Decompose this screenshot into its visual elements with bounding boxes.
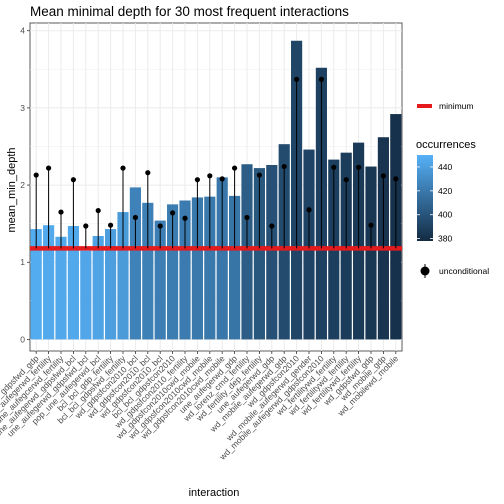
y-tick-label: 3	[20, 103, 25, 113]
unconditional-point	[194, 177, 200, 183]
unconditional-point	[70, 177, 76, 183]
bar	[191, 197, 203, 340]
bar	[67, 225, 79, 340]
bar	[129, 187, 141, 340]
unconditional-point	[356, 164, 362, 170]
unconditional-point	[58, 209, 64, 215]
unconditional-point	[380, 173, 386, 179]
chart-title: Mean minimal depth for 30 most frequent …	[30, 4, 349, 19]
unconditional-point	[306, 207, 312, 213]
y-tick-label: 2	[20, 180, 25, 190]
unconditional-point	[269, 223, 275, 229]
legend-tick-label: 380	[438, 234, 452, 244]
unconditional-point	[343, 177, 349, 183]
legend-occurrences-title: occurrences	[416, 139, 476, 151]
bar	[216, 177, 228, 340]
legend-tick-label: 420	[438, 186, 452, 196]
legend-colorbar	[417, 155, 433, 241]
bar	[179, 200, 191, 340]
bar	[43, 225, 55, 340]
y-tick-label: 4	[20, 26, 25, 36]
unconditional-point	[120, 165, 126, 171]
x-axis-label: interaction	[189, 487, 240, 499]
legend-minimum-label: minimum	[439, 101, 473, 111]
unconditional-point	[182, 215, 188, 221]
unconditional-point	[219, 176, 225, 182]
bar	[30, 229, 42, 340]
unconditional-point	[170, 210, 176, 216]
bar	[80, 250, 92, 340]
legend-tick-label: 400	[438, 210, 452, 220]
unconditional-point	[207, 173, 213, 179]
unconditional-point	[232, 165, 238, 171]
bar	[154, 220, 166, 340]
unconditional-point	[244, 214, 250, 221]
bar	[167, 204, 179, 340]
unconditional-point	[393, 176, 399, 182]
legend-tick-label: 440	[438, 162, 452, 172]
unconditional-point	[294, 76, 300, 82]
unconditional-point	[281, 163, 287, 170]
x-axis: pop_gdpsfwd_gdpune_aufegerwd_fertilityun…	[0, 351, 400, 462]
bar	[117, 212, 129, 340]
bar	[55, 236, 67, 340]
legend: minimum occurrences 440 420 400 380 uncondi…	[416, 101, 489, 278]
bar	[365, 166, 377, 340]
bar	[92, 236, 104, 340]
bar	[142, 202, 154, 340]
unconditional-point	[157, 223, 163, 229]
y-axis: 0 1 2 3 4	[20, 26, 30, 344]
unconditional-point	[95, 207, 101, 214]
bar	[253, 168, 265, 340]
unconditional-point	[256, 172, 262, 178]
unconditional-point	[318, 76, 324, 82]
bar	[266, 165, 278, 340]
bar	[241, 164, 253, 340]
unconditional-point	[331, 164, 337, 170]
legend-unconditional-label: unconditional	[439, 266, 489, 276]
unconditional-point	[83, 223, 89, 229]
unconditional-point	[368, 222, 374, 228]
unconditional-segments	[33, 76, 399, 249]
y-tick-label: 1	[20, 257, 25, 267]
legend-colorbar-ticks: 440 420 400 380	[417, 162, 452, 244]
unconditional-point	[46, 165, 52, 171]
unconditional-point	[132, 214, 138, 221]
plot-panel	[29, 22, 403, 352]
bar	[204, 196, 216, 340]
y-axis-label: mean_min_depth	[6, 147, 18, 232]
unconditional-point	[33, 172, 39, 178]
bar	[105, 229, 117, 340]
y-tick-label: 0	[20, 334, 25, 344]
unconditional-point	[108, 222, 114, 228]
unconditional-point	[145, 170, 151, 176]
bar	[229, 195, 241, 340]
